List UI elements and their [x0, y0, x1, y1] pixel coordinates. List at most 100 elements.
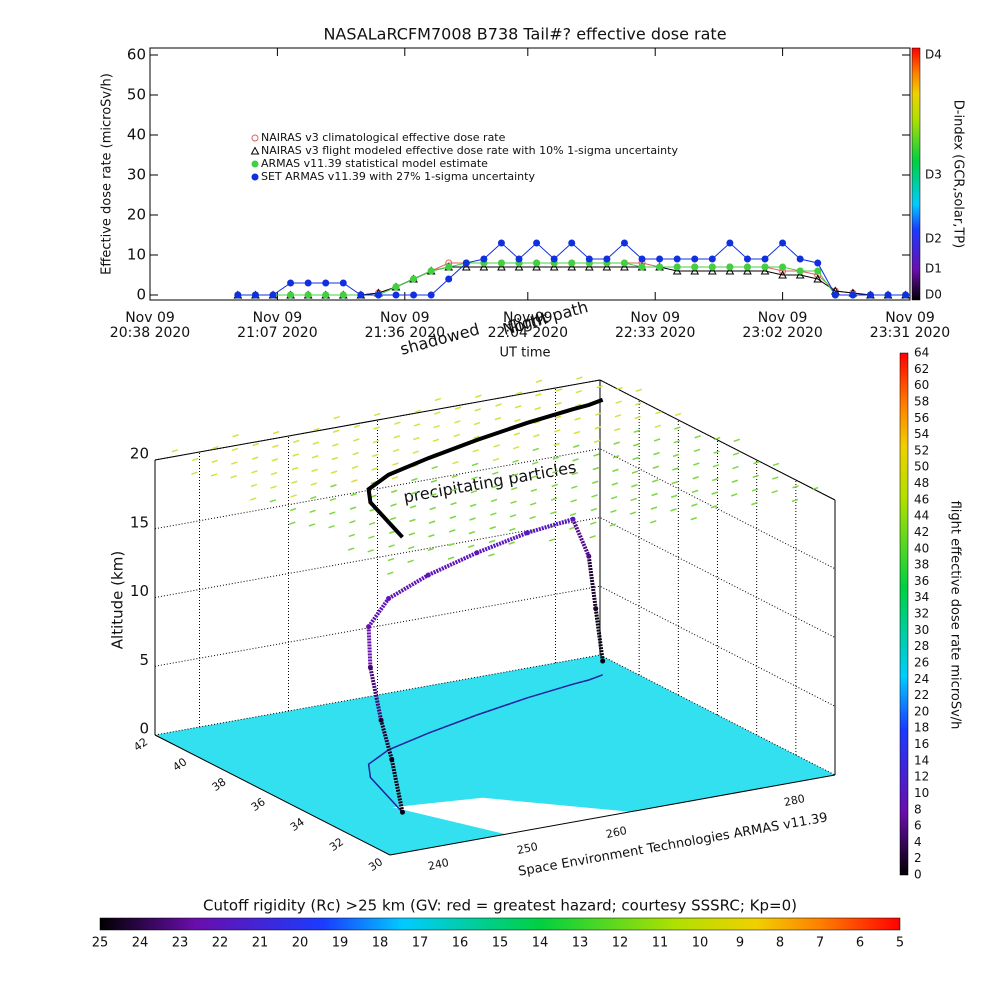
particle-dash — [650, 506, 658, 510]
colorbar-tick-label: 50 — [914, 460, 929, 474]
particle-dash — [710, 505, 718, 509]
data-point — [533, 239, 541, 247]
particle-dash — [433, 411, 441, 415]
x-tick-label: 23:31 2020 — [870, 325, 950, 341]
map-surface — [155, 655, 835, 855]
particle-dash — [771, 490, 778, 494]
particle-dash — [792, 485, 799, 489]
z-axis-label: Altitude (km) — [109, 551, 127, 649]
flight-point — [378, 717, 384, 723]
particle-dash — [571, 471, 579, 476]
particle-dash — [548, 538, 556, 542]
particle-dash — [490, 512, 497, 516]
particle-dash — [554, 415, 562, 419]
particle-dash — [674, 426, 681, 430]
data-point — [902, 291, 910, 299]
particle-dash — [450, 488, 458, 492]
particle-dash — [732, 465, 739, 470]
colorbar-tick-label: 14 — [532, 936, 549, 951]
series-line — [237, 262, 906, 296]
particle-dash — [574, 403, 582, 408]
particle-dash — [535, 379, 543, 383]
particle-dash — [269, 499, 277, 503]
particle-dash — [690, 516, 697, 521]
lon-tick-label: 280 — [783, 792, 806, 809]
particle-dash — [371, 467, 378, 471]
data-point — [814, 267, 822, 275]
data-point — [568, 239, 576, 247]
particle-dash — [349, 506, 357, 510]
particle-dash — [513, 432, 521, 436]
flight-segment — [586, 555, 598, 609]
colorbar-tick-label: 8 — [776, 936, 784, 951]
data-point — [234, 291, 242, 299]
data-point — [497, 262, 506, 271]
data-point — [287, 279, 295, 287]
x-tick-label: Nov 09 — [630, 310, 680, 326]
colorbar-tick-label: 32 — [914, 607, 929, 621]
colorbar-tick-label: 62 — [914, 362, 929, 376]
data-point — [304, 279, 312, 287]
particle-dash — [589, 535, 596, 539]
particle-dash — [293, 439, 300, 444]
data-point — [884, 291, 892, 299]
particle-dash — [514, 418, 521, 423]
particle-dash — [552, 470, 559, 474]
data-point — [743, 263, 751, 271]
particle-dash — [450, 501, 457, 506]
legend-label: NAIRAS v3 flight modeled effective dose … — [261, 144, 678, 157]
box-edge — [154, 734, 391, 856]
particle-dash — [535, 393, 542, 397]
particle-dash — [171, 449, 179, 453]
data-point — [673, 255, 681, 263]
particle-dash — [272, 444, 279, 448]
particle-dash — [372, 440, 380, 444]
colorbar-tick-label: 38 — [914, 558, 929, 572]
colorbar-tick-label: 13 — [572, 936, 589, 951]
particle-dash — [631, 470, 639, 474]
particle-dash — [428, 534, 435, 538]
particle-dash — [429, 506, 436, 511]
particle-dash — [571, 485, 578, 489]
particle-dash — [390, 489, 398, 494]
data-point — [761, 255, 769, 263]
particle-dash — [271, 458, 278, 462]
colorbar-label: D-index (GCR,solar,TP) — [951, 100, 966, 248]
data-point — [497, 239, 505, 247]
colorbar-tick-label: 64 — [914, 346, 929, 360]
particle-dash — [211, 459, 218, 464]
particle-dash — [272, 430, 280, 435]
data-point — [866, 291, 874, 299]
colorbar-tick-label: 30 — [914, 623, 929, 637]
colorbar-tick-label: 20 — [914, 704, 929, 718]
particle-dash — [412, 450, 419, 454]
particle-dash — [368, 535, 375, 539]
particle-dash — [570, 499, 577, 503]
grid-line — [154, 654, 836, 776]
particle-dash — [231, 461, 238, 465]
data-point — [796, 267, 804, 275]
data-point — [796, 255, 804, 263]
particle-dash — [691, 503, 698, 507]
particle-dash — [467, 544, 475, 548]
data-point — [779, 263, 787, 271]
particle-dash — [230, 474, 237, 479]
flight-point — [593, 606, 599, 612]
particle-dash — [692, 476, 699, 480]
particle-dash — [572, 444, 580, 448]
data-point — [743, 255, 751, 263]
particle-dash — [509, 514, 517, 518]
particle-dash — [270, 485, 277, 489]
particle-dash — [309, 509, 316, 514]
particle-dash — [289, 507, 297, 512]
particle-dash — [613, 441, 620, 445]
particle-dash — [373, 412, 381, 417]
data-point — [410, 275, 418, 283]
particle-dash — [591, 480, 599, 484]
particle-dash — [291, 466, 299, 471]
particle-dash — [730, 493, 738, 497]
particle-dash — [555, 401, 562, 406]
particle-dash — [332, 443, 339, 447]
x-tick-label: 20:38 2020 — [110, 325, 190, 341]
particle-dash — [532, 447, 540, 452]
